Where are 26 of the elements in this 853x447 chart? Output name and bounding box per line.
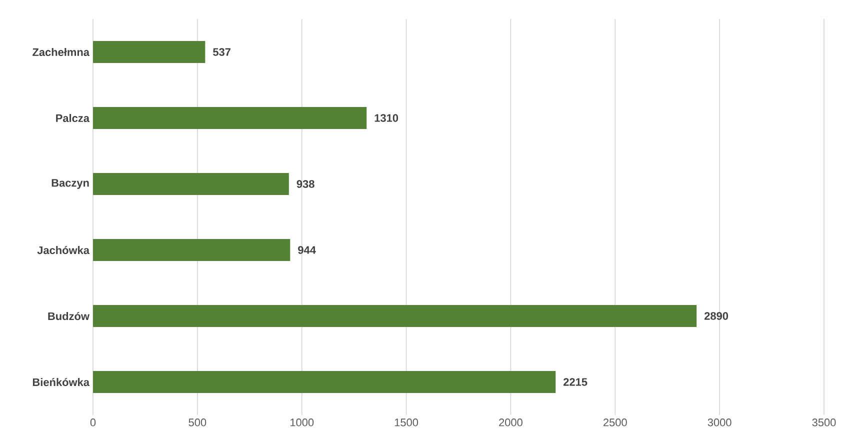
x-tick-label: 0 xyxy=(90,418,96,426)
x-tick-label: 3000 xyxy=(708,418,732,426)
bar xyxy=(93,107,367,130)
data-label: 537 xyxy=(213,48,230,56)
y-tick-label: Bieńkówka xyxy=(32,378,90,386)
x-tick-label: 2000 xyxy=(499,418,522,426)
data-label: 944 xyxy=(298,246,316,254)
data-label: 1310 xyxy=(374,114,398,122)
data-label: 938 xyxy=(296,180,314,188)
data-label: 2890 xyxy=(704,312,728,320)
bar xyxy=(93,305,697,328)
x-tick-label: 3500 xyxy=(812,418,836,426)
bar xyxy=(93,173,289,196)
y-tick-label: Palcza xyxy=(56,114,90,122)
x-tick-label: 500 xyxy=(188,418,206,426)
y-tick-label: Budzów xyxy=(48,312,90,320)
data-label: 2215 xyxy=(564,378,588,386)
bar xyxy=(93,41,206,64)
x-tick-label: 1000 xyxy=(290,418,314,426)
y-tick-label: Jachówka xyxy=(37,246,90,254)
bar xyxy=(93,371,556,394)
x-tick-label: 1500 xyxy=(394,418,418,426)
y-tick-label: Baczyn xyxy=(52,179,89,189)
y-tick-label: Zachełmna xyxy=(32,48,90,56)
x-tick-label: 2500 xyxy=(604,418,627,426)
bar xyxy=(93,239,290,262)
